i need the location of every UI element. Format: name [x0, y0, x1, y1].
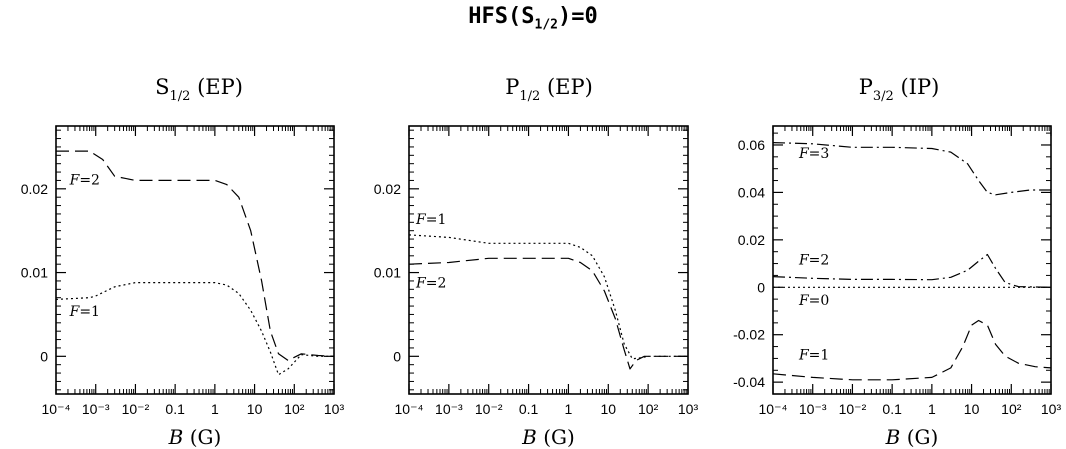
curve-label: F=2: [798, 253, 829, 269]
x-tick-label: 0.1: [882, 401, 902, 417]
x-tick-label: 10: [600, 401, 616, 417]
chart-panel-3: P3/2 (IP) 10⁻⁴ 10⁻³ 10⁻² 0.1 1 10 10² 10³ -0.04 -0…: [733, 75, 1061, 449]
x-tick-label: 10³: [1041, 401, 1062, 417]
x-tick-label: 10⁻⁴: [759, 401, 788, 417]
x-tick-label: 10⁻³: [435, 401, 463, 417]
x-tick-label: 10²: [1001, 401, 1022, 417]
x-tick-label: 10⁻⁴: [42, 401, 71, 417]
x-tick-label: 10³: [324, 401, 345, 417]
x-tick-label: 10³: [678, 401, 699, 417]
series-line-F1: [772, 319, 1052, 381]
x-tick-label: 1: [565, 401, 573, 417]
main-title: HFS(S1/2)=0: [468, 4, 598, 33]
x-tick-label: 0.1: [519, 401, 539, 417]
y-tick-label: 0.01: [374, 265, 401, 281]
x-tick-label: 10²: [638, 401, 659, 417]
chart-panel-2: P1/2 (EP) 10⁻⁴ 10⁻³ 10⁻² 0.1 1 10 10² 10³ 0 0.01 0.…: [374, 75, 699, 449]
plot-frame: [408, 125, 689, 395]
y-tick-label: 0.02: [738, 232, 765, 248]
y-tick-label: 0.02: [21, 181, 48, 197]
curve-label: F=0: [798, 293, 829, 309]
x-tick-label: 10⁻³: [82, 401, 110, 417]
panel-title: S1/2 (EP): [155, 75, 243, 104]
x-tick-label: 0.1: [165, 401, 185, 417]
series-line-F1: [408, 234, 688, 360]
plot-frame: [55, 125, 335, 395]
curve-label: F=1: [69, 304, 100, 320]
x-axis-label: B (G): [885, 425, 939, 449]
chart-panel-1: S1/2 (EP) 10⁻⁴ 10⁻³ 10⁻² 0.1 1 10 10² 10³ 0 0.01 0.…: [21, 75, 345, 449]
x-axis-label: B (G): [521, 425, 575, 449]
panel-title: P3/2 (IP): [859, 75, 940, 104]
x-tick-label: 10⁻²: [839, 401, 867, 417]
x-tick-label: 10⁻⁴: [395, 401, 424, 417]
series-line-F3: [772, 142, 1051, 196]
y-tick-label: 0.04: [738, 184, 765, 200]
x-tick-label: 10²: [284, 401, 305, 417]
plot-frame: [772, 125, 1052, 395]
y-tick-label: 0: [757, 279, 765, 295]
x-tick-label: 10: [964, 401, 980, 417]
x-tick-label: 1: [211, 401, 219, 417]
x-tick-label: 10⁻³: [799, 401, 827, 417]
curve-label: F=2: [69, 173, 100, 189]
y-tick-label: 0: [40, 348, 48, 364]
x-tick-label: 10⁻²: [475, 401, 503, 417]
curve-label: F=2: [415, 276, 446, 292]
y-tick-label: -0.04: [733, 374, 765, 390]
x-tick-label: 10: [247, 401, 263, 417]
y-tick-label: -0.02: [733, 327, 765, 343]
x-tick-label: 10⁻²: [122, 401, 150, 417]
series-line-F2: [56, 150, 335, 362]
y-tick-label: 0.02: [374, 181, 401, 197]
curve-label: F=3: [798, 146, 829, 162]
curve-label: F=1: [415, 212, 446, 228]
y-tick-label: 0: [393, 348, 401, 364]
series-line-F2: [408, 257, 688, 370]
series-line-F1: [55, 282, 334, 376]
curve-label: F=1: [798, 348, 829, 364]
y-tick-label: 0.01: [21, 265, 48, 281]
panel-title: P1/2 (EP): [505, 75, 593, 104]
x-tick-label: 1: [928, 401, 936, 417]
x-axis-label: B (G): [168, 425, 222, 449]
y-tick-label: 0.06: [738, 137, 765, 153]
